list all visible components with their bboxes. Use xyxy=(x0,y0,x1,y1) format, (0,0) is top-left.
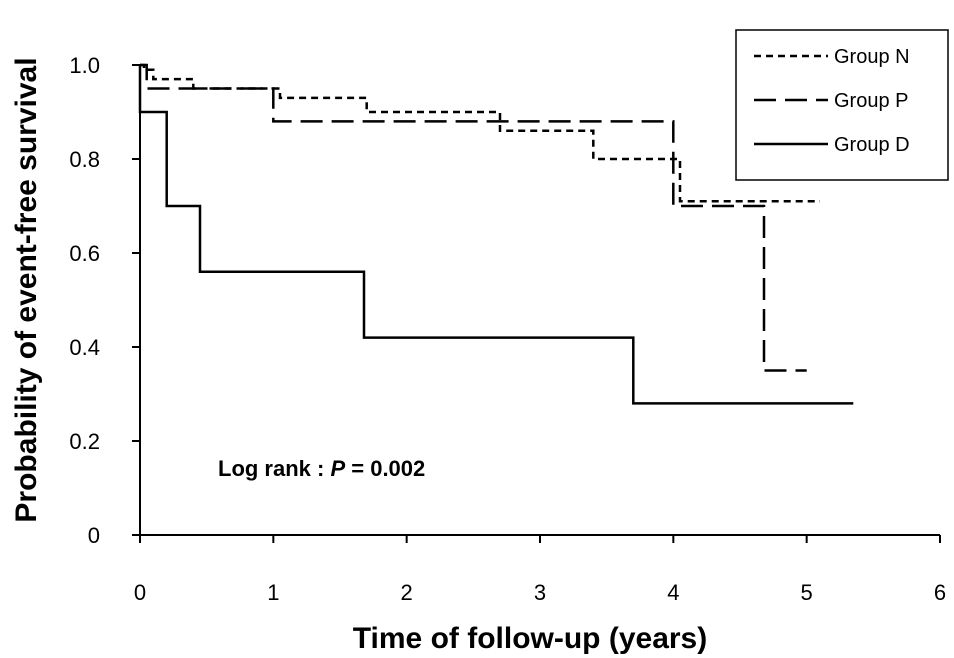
y-tick-label: 0.8 xyxy=(69,147,100,172)
x-tick-label: 1 xyxy=(267,580,279,605)
y-tick-label: 0.2 xyxy=(69,429,100,454)
x-tick-label: 0 xyxy=(134,580,146,605)
y-tick-label: 0.4 xyxy=(69,335,100,360)
annotation-prefix: Log rank : xyxy=(218,456,330,481)
legend: Group N Group P Group D xyxy=(735,29,949,181)
annotation-suffix: = 0.002 xyxy=(345,456,425,481)
x-tick-label: 5 xyxy=(801,580,813,605)
series-line-group-d xyxy=(138,65,854,405)
legend-label: Group N xyxy=(834,46,910,68)
x-tick-label: 2 xyxy=(401,580,413,605)
x-tick-label: 4 xyxy=(667,580,679,605)
x-tick-label: 6 xyxy=(934,580,946,605)
x-tick-label: 3 xyxy=(534,580,546,605)
axes: 0 1 2 3 4 5 6 0 0.2 0.4 0.6 0.8 1.0 xyxy=(69,53,946,605)
y-tick-label: 0 xyxy=(88,523,100,548)
x-ticks: 0 1 2 3 4 5 6 xyxy=(134,535,946,605)
series-line-group-n xyxy=(140,63,820,203)
y-ticks: 0 0.2 0.4 0.6 0.8 1.0 xyxy=(69,53,140,548)
x-axis-title: Time of follow-up (years) xyxy=(353,622,707,655)
log-rank-annotation: Log rank : P = 0.002 xyxy=(218,456,425,481)
annotation-p-symbol: P xyxy=(330,456,345,481)
legend-items: Group N Group P Group D xyxy=(754,46,910,156)
series-lines xyxy=(138,63,854,405)
y-axis-title: Probability of event-free survival xyxy=(10,57,43,522)
legend-label: Group P xyxy=(834,90,908,112)
legend-label: Group D xyxy=(834,134,910,156)
y-tick-label: 1.0 xyxy=(69,53,100,78)
y-tick-label: 0.6 xyxy=(69,241,100,266)
series-line-group-p xyxy=(140,63,807,372)
